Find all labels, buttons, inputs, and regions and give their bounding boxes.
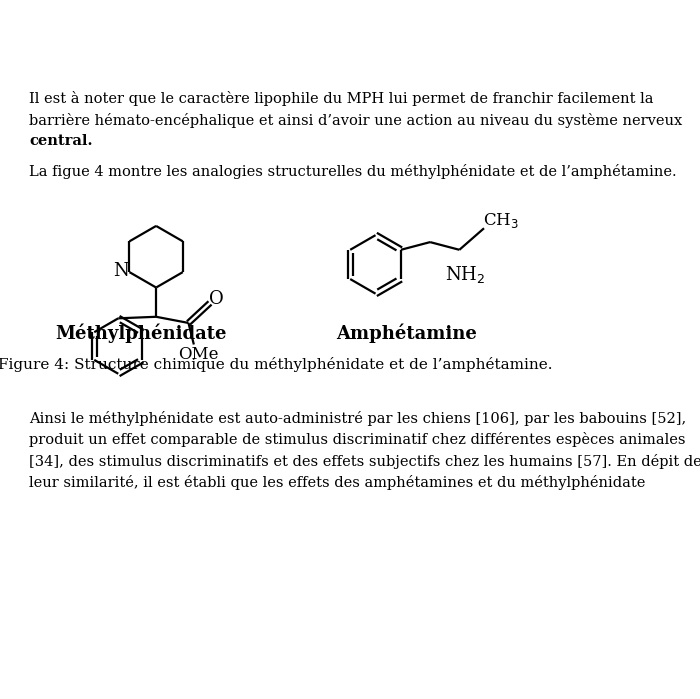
Text: Il est à noter que le caractère lipophile du MPH lui permet de franchir facileme: Il est à noter que le caractère lipophil…: [29, 91, 654, 106]
Text: produit un effet comparable de stimulus discriminatif chez différentes espèces a: produit un effet comparable de stimulus …: [29, 432, 685, 447]
Text: OMe: OMe: [178, 346, 218, 363]
Text: barrière hémato-encéphalique et ainsi d’avoir une action au niveau du système ne: barrière hémato-encéphalique et ainsi d’…: [29, 113, 682, 128]
Text: leur similarité, il est établi que les effets des amphétamines et du méthylphéni: leur similarité, il est établi que les e…: [29, 475, 645, 491]
Text: Ainsi le méthylphénidate est auto-administré par les chiens [106], par les babou: Ainsi le méthylphénidate est auto-admini…: [29, 411, 686, 426]
Text: La figue 4 montre les analogies structurelles du méthylphénidate et de l’amphéta: La figue 4 montre les analogies structur…: [29, 164, 677, 178]
Text: O: O: [209, 290, 223, 308]
Text: Figure 4: Structure chimique du méthylphénidate et de l’amphétamine.: Figure 4: Structure chimique du méthylph…: [0, 357, 553, 372]
Text: N: N: [113, 262, 129, 280]
Text: central.: central.: [29, 134, 92, 148]
Text: [34], des stimulus discriminatifs et des effets subjectifs chez les humains [57]: [34], des stimulus discriminatifs et des…: [29, 454, 700, 469]
Text: Amphétamine: Amphétamine: [336, 324, 477, 343]
Text: CH$_3$: CH$_3$: [483, 211, 519, 230]
Text: NH$_2$: NH$_2$: [445, 264, 486, 285]
Text: Méthylphénidate: Méthylphénidate: [55, 324, 227, 343]
